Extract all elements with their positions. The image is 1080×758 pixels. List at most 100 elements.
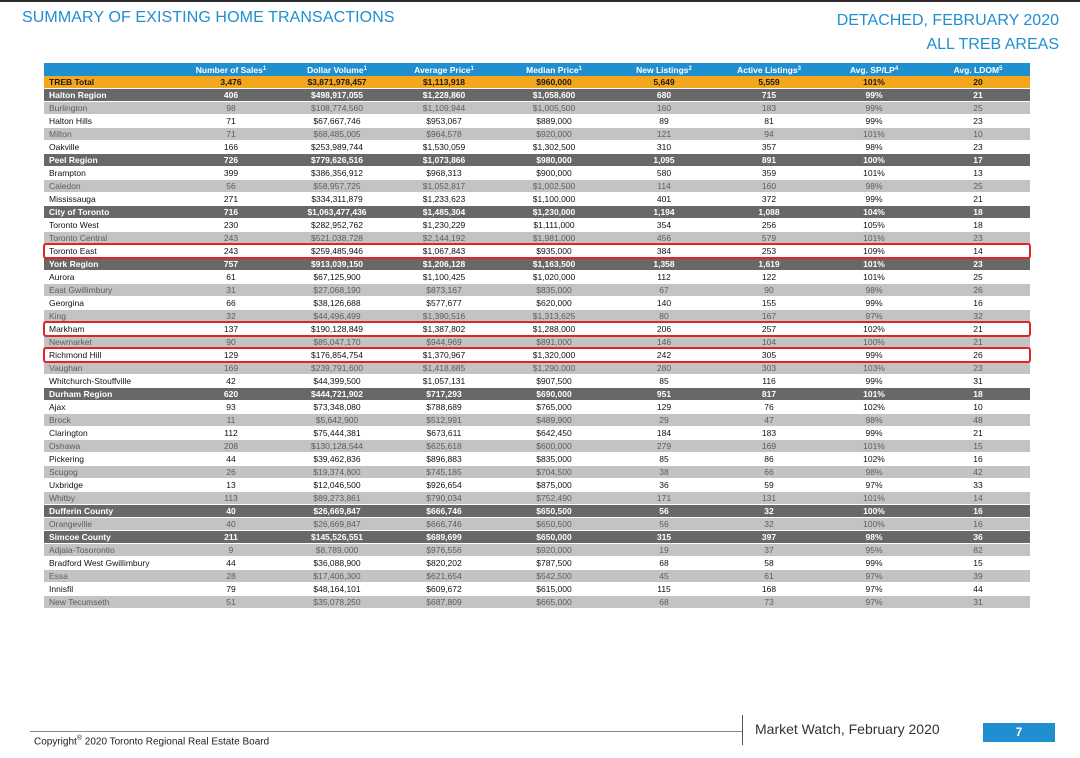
table-row: Whitchurch-Stouffville 42 $44,399,500 $1,05… (44, 374, 1030, 388)
table-row: Adjala-Tosorontio 9 $8,789,000 $976,556 $920… (44, 543, 1030, 557)
value-cell: 579 (716, 231, 822, 245)
value-cell: $259,485,946 (282, 244, 392, 258)
value-cell: $704,500 (496, 465, 612, 479)
value-cell: $600,000 (496, 439, 612, 453)
value-cell: 1,194 (612, 205, 716, 219)
value-cell: 16 (926, 504, 1030, 518)
value-cell: $521,038,728 (282, 231, 392, 245)
table-row: Burlington 98 $108,774,560 $1,109,944 $1,005… (44, 101, 1030, 115)
value-cell: 372 (716, 192, 822, 206)
value-cell: $835,000 (496, 283, 612, 297)
value-cell: $1,002,500 (496, 179, 612, 193)
value-cell: 99% (822, 374, 926, 388)
page-title: SUMMARY OF EXISTING HOME TRANSACTIONS (22, 9, 395, 26)
value-cell: 17 (926, 153, 1030, 167)
value-cell: 25 (926, 270, 1030, 284)
area-name-cell: York Region (44, 257, 180, 271)
value-cell: $282,952,762 (282, 218, 392, 232)
value-cell: $1,390,516 (392, 309, 496, 323)
value-cell: $1,485,304 (392, 205, 496, 219)
value-cell: 79 (180, 582, 282, 596)
value-cell: 230 (180, 218, 282, 232)
value-cell: 29 (612, 413, 716, 427)
value-cell: $85,047,170 (282, 335, 392, 349)
value-cell: 48 (926, 413, 1030, 427)
value-cell: 243 (180, 244, 282, 258)
value-cell: $1,320,000 (496, 348, 612, 362)
value-cell: $820,202 (392, 556, 496, 570)
footnote-marker: 5 (999, 65, 1003, 72)
area-name-cell: Orangeville (44, 517, 180, 531)
header-cell: New Listings2 (612, 63, 716, 76)
value-cell: 166 (180, 140, 282, 154)
value-cell: $73,348,080 (282, 400, 392, 414)
value-cell: 33 (926, 478, 1030, 492)
value-cell: 71 (180, 114, 282, 128)
value-cell: 817 (716, 387, 822, 401)
value-cell: 101% (822, 387, 926, 401)
value-cell: 66 (180, 296, 282, 310)
value-cell: 44 (926, 582, 1030, 596)
value-cell: 101% (822, 127, 926, 141)
value-cell: 715 (716, 88, 822, 102)
value-cell: 71 (180, 127, 282, 141)
value-cell: $621,654 (392, 569, 496, 583)
value-cell: $67,667,746 (282, 114, 392, 128)
value-cell: $935,000 (496, 244, 612, 258)
table-row: Pickering 44 $39,462,836 $896,883 $835,000 85… (44, 452, 1030, 466)
value-cell: 32 (180, 309, 282, 323)
value-cell: $687,809 (392, 595, 496, 609)
value-cell: 169 (180, 361, 282, 375)
value-cell: 89 (612, 114, 716, 128)
value-cell: 5,649 (612, 76, 716, 89)
value-cell: $176,854,754 (282, 348, 392, 362)
value-cell: 100% (822, 335, 926, 349)
value-cell: $642,450 (496, 426, 612, 440)
value-cell: $1,313,625 (496, 309, 612, 323)
table-row: Essa 28 $17,406,300 $621,654 $542,500 45 61 97%… (44, 569, 1030, 583)
value-cell: 726 (180, 153, 282, 167)
value-cell: $650,500 (496, 517, 612, 531)
value-cell: 44 (180, 556, 282, 570)
value-cell: $1,109,944 (392, 101, 496, 115)
value-cell: $779,626,516 (282, 153, 392, 167)
value-cell: 280 (612, 361, 716, 375)
value-cell: 243 (180, 231, 282, 245)
value-cell: 406 (180, 88, 282, 102)
value-cell: 44 (180, 452, 282, 466)
value-cell: 399 (180, 166, 282, 180)
value-cell: 183 (716, 426, 822, 440)
value-cell: 310 (612, 140, 716, 154)
value-cell: 680 (612, 88, 716, 102)
value-cell: $896,883 (392, 452, 496, 466)
value-cell: 3,476 (180, 76, 282, 89)
value-cell: 42 (926, 465, 1030, 479)
value-cell: 90 (716, 283, 822, 297)
value-cell: 10 (926, 127, 1030, 141)
copyright-text: 2020 Toronto Regional Real Estate Board (81, 736, 270, 748)
value-cell: 16 (926, 296, 1030, 310)
value-cell: $27,068,190 (282, 283, 392, 297)
value-cell: 208 (180, 439, 282, 453)
value-cell: 242 (612, 348, 716, 362)
footnote-marker: 1 (262, 65, 267, 72)
table-row: New Tecumseth 51 $35,078,250 $687,809 $665,0… (44, 595, 1030, 609)
value-cell: $253,989,744 (282, 140, 392, 154)
value-cell: 36 (612, 478, 716, 492)
value-cell: 68 (612, 595, 716, 609)
value-cell: $2,144,192 (392, 231, 496, 245)
area-name-cell: Georgina (44, 296, 180, 310)
value-cell: 105% (822, 218, 926, 232)
value-cell: $1,530,059 (392, 140, 496, 154)
footnote-marker: 3 (797, 65, 801, 72)
value-cell: 73 (716, 595, 822, 609)
region-row: City of Toronto 716 $1,063,477,436 $1,485,3… (44, 205, 1030, 219)
area-name-cell: Dufferin County (44, 504, 180, 518)
header-cell: Active Listings3 (716, 63, 822, 76)
header-cell: Avg. SP/LP4 (822, 63, 926, 76)
value-cell: 21 (926, 426, 1030, 440)
value-cell: 98% (822, 465, 926, 479)
value-cell: $1,230,229 (392, 218, 496, 232)
value-cell: 101% (822, 491, 926, 505)
value-cell: $1,067,843 (392, 244, 496, 258)
